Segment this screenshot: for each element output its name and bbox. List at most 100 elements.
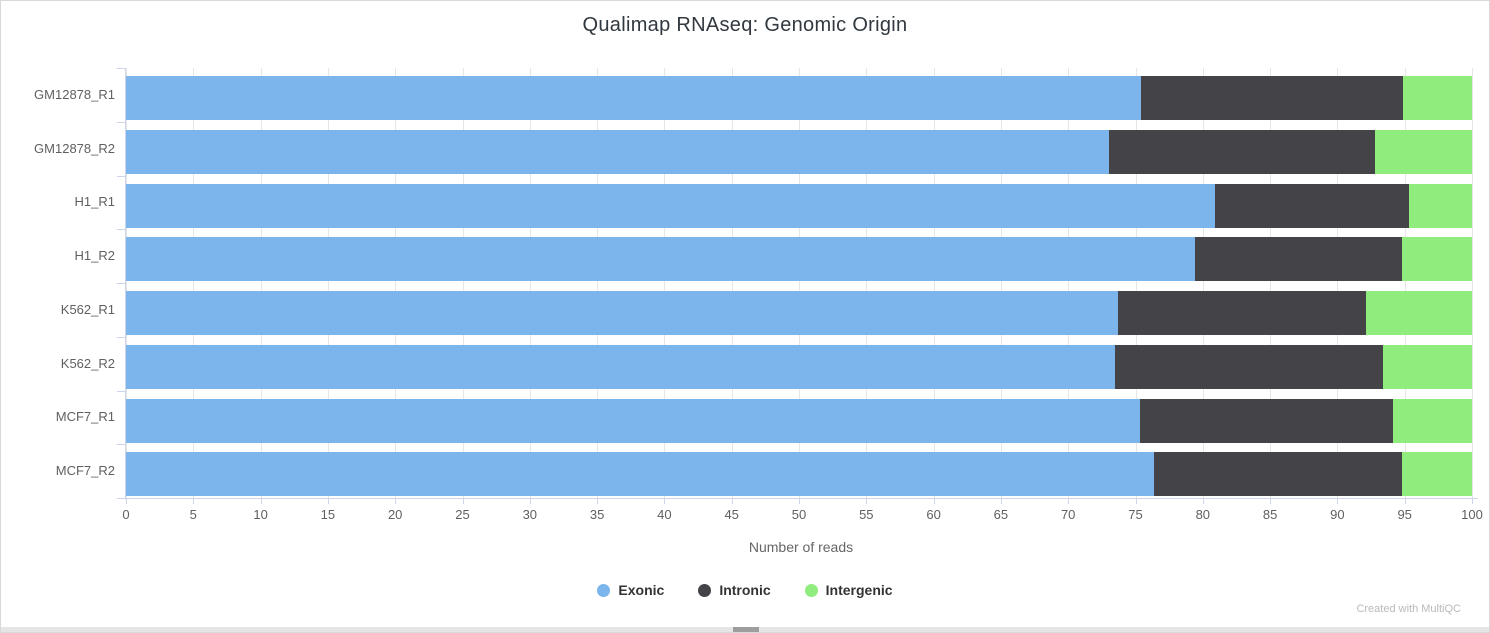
legend-item-intronic[interactable]: Intronic [698,582,771,598]
gridline [193,68,195,498]
bar-segment-intronic-k562_r2[interactable] [1115,344,1384,389]
bar-segment-exonic-k562_r1[interactable] [126,291,1118,335]
gridline [731,68,733,498]
x-tick-label: 30 [522,507,538,522]
x-tick-label: 50 [791,507,807,522]
x-tick-label: 35 [589,507,605,522]
legend-marker-icon [597,583,611,597]
gridline [1472,68,1473,498]
category-label: GM12878_R2 [34,140,115,156]
scrollbar-thumb[interactable] [733,627,759,632]
bar-segment-exonic-mcf7_r2[interactable] [126,452,1155,497]
gridline [327,68,329,498]
bar-segment-intronic-k562_r1[interactable] [1118,291,1366,335]
x-axis-tick [664,498,666,504]
x-axis-tick [933,498,935,504]
x-tick-label: 60 [926,507,941,522]
x-tick-label: 95 [1397,507,1412,522]
y-axis-tick [117,68,125,69]
bar-segment-intronic-mcf7_r2[interactable] [1154,452,1402,497]
y-axis-tick [117,444,125,446]
bar-segment-exonic-h1_r1[interactable] [126,183,1215,228]
bar-segment-intronic-h1_r1[interactable] [1214,183,1409,228]
x-tick-label: 0 [122,507,130,522]
bar-segment-exonic-k562_r2[interactable] [126,344,1116,389]
x-tick-label: 90 [1330,507,1345,522]
bar-segment-intergenic-h1_r1[interactable] [1408,183,1472,228]
x-axis-tick [260,498,262,504]
gridline [1337,68,1339,498]
bar-segment-intergenic-mcf7_r1[interactable] [1392,398,1472,443]
x-axis-tick [866,498,868,504]
y-axis-tick [117,175,125,177]
gridline [1202,68,1204,498]
x-tick-label: 65 [993,507,1009,522]
bar-segment-intronic-mcf7_r1[interactable] [1139,398,1393,443]
bar-segment-intergenic-gm12878_r2[interactable] [1375,129,1472,174]
x-tick-label: 40 [657,507,672,522]
gridline [260,68,262,498]
category-label: H1_R1 [74,194,115,210]
x-axis-tick [1068,498,1070,504]
y-axis-tick [117,498,125,499]
bar-segment-intergenic-gm12878_r1[interactable] [1403,76,1472,120]
bar-segment-intergenic-h1_r2[interactable] [1402,237,1472,282]
multiqc-watermark: Created with MultiQC [1356,603,1461,615]
x-tick-label: 55 [859,507,874,522]
x-axis-tick [1202,498,1204,504]
gridline [597,68,599,498]
x-axis-tick [799,498,800,504]
bar-segment-intergenic-k562_r2[interactable] [1383,344,1472,389]
gridline [395,68,397,498]
bar-segment-intergenic-k562_r1[interactable] [1365,291,1472,335]
gridline [866,68,868,498]
y-axis-tick [117,283,125,284]
y-axis-tick [117,336,125,338]
y-axis-tick [117,390,125,392]
bar-segment-exonic-mcf7_r1[interactable] [126,398,1140,443]
x-axis-title: Number of reads [748,539,854,555]
bar-segment-exonic-h1_r2[interactable] [126,237,1195,282]
category-label: K562_R1 [60,301,115,317]
gridline [1000,68,1002,498]
gridline [1270,68,1272,498]
gridline [1135,68,1137,498]
bar-segment-intronic-h1_r2[interactable] [1194,237,1402,282]
legend-label: Intronic [719,582,771,598]
x-axis-tick [126,498,127,504]
x-axis-tick [1000,498,1002,504]
x-axis-tick [395,498,397,504]
x-tick-label: 15 [320,507,336,522]
x-axis-tick [327,498,329,504]
x-axis-tick [1337,498,1339,504]
category-label: H1_R2 [74,248,115,264]
gridline [1068,68,1070,498]
x-tick-label: 25 [455,507,470,522]
category-label: MCF7_R1 [55,409,115,425]
y-axis-line [125,68,126,499]
y-axis-tick [117,229,125,231]
horizontal-scrollbar[interactable] [1,627,1489,632]
x-axis-tick [193,498,195,504]
x-axis-line [125,498,1478,499]
gridline [126,68,127,498]
x-tick-label: 75 [1128,507,1143,522]
legend-marker-icon [804,583,818,597]
gridline [799,68,800,498]
x-tick-label: 20 [387,507,403,522]
x-axis-tick [1135,498,1137,504]
x-axis-tick [731,498,733,504]
legend-item-intergenic[interactable]: Intergenic [804,582,893,598]
x-axis-tick [1472,498,1473,504]
gridline [529,68,531,498]
x-axis-tick [529,498,531,504]
bar-segment-exonic-gm12878_r1[interactable] [126,76,1141,120]
x-tick-label: 45 [724,507,739,522]
bar-segment-intronic-gm12878_r1[interactable] [1140,76,1404,120]
bar-segment-intergenic-mcf7_r2[interactable] [1402,452,1472,497]
bar-segment-intronic-gm12878_r2[interactable] [1108,129,1376,174]
legend-item-exonic[interactable]: Exonic [597,582,664,598]
gridline [1404,68,1406,498]
bar-segment-exonic-gm12878_r2[interactable] [126,129,1109,174]
